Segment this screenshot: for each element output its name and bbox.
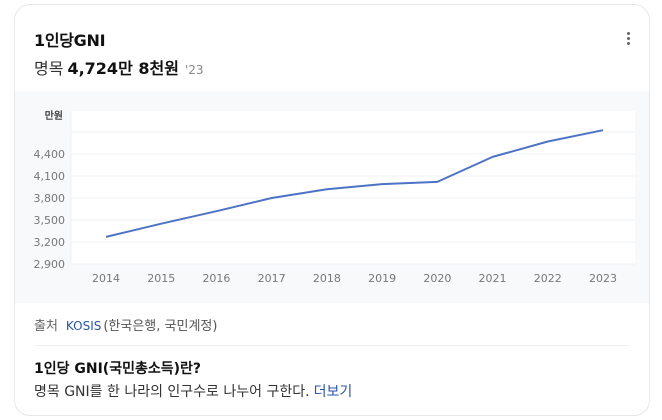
more-options-button[interactable] — [621, 30, 635, 46]
y-tick-label: 3,500 — [34, 214, 66, 227]
x-tick-label: 2022 — [534, 272, 562, 285]
definition-text-line: 명목 GNI를 한 나라의 인구수로 나누어 구한다. 더보기 — [34, 381, 352, 401]
y-unit-label: 만원 — [45, 109, 63, 122]
x-tick-label: 2017 — [258, 272, 286, 285]
more-vertical-icon — [626, 31, 630, 35]
definition-text: 명목 GNI를 한 나라의 인구수로 나누어 구한다. — [34, 384, 310, 400]
gni-card: 1인당GNI 명목 4,724만 8천원 '23 2,900 3,200 3,500 3,… — [14, 4, 650, 416]
value-year: '23 — [184, 63, 204, 77]
value-label: 명목 — [34, 59, 64, 78]
y-tick-label: 2,900 — [34, 258, 66, 271]
x-tick-label: 2018 — [313, 272, 341, 285]
x-tick-label: 2016 — [202, 272, 230, 285]
headline-value: 명목 4,724만 8천원 '23 — [34, 55, 204, 79]
line-chart: 2,900 3,200 3,500 3,800 4,100 4,400 만원 2014 2015… — [15, 91, 649, 303]
y-tick-label: 4,100 — [34, 170, 66, 183]
x-tick-label: 2020 — [423, 272, 451, 285]
source-line: 출처 KOSIS (한국은행, 국민계정) — [34, 315, 217, 334]
y-tick-label: 3,200 — [34, 236, 66, 249]
more-vertical-icon-dot — [626, 41, 630, 45]
divider — [34, 345, 630, 346]
y-tick-label: 3,800 — [34, 192, 66, 205]
x-tick-label: 2021 — [479, 272, 507, 285]
definition-title: 1인당 GNI(국민총소득)란? — [34, 361, 201, 377]
x-tick-label: 2023 — [589, 272, 617, 285]
source-detail: (한국은행, 국민계정) — [103, 319, 218, 334]
x-tick-label: 2014 — [92, 272, 120, 285]
series-line[interactable] — [105, 129, 604, 238]
card-title: 1인당GNI — [34, 31, 106, 50]
gni-value: 4,724만 8천원 — [67, 59, 179, 78]
source-link-kosis[interactable]: KOSIS — [65, 319, 102, 333]
x-tick-label: 2015 — [147, 272, 175, 285]
read-more-link[interactable]: 더보기 — [313, 384, 353, 400]
chart-svg: 2,900 3,200 3,500 3,800 4,100 4,400 만원 2014 2015… — [34, 109, 635, 285]
x-tick-label: 2019 — [368, 272, 396, 285]
y-tick-label: 4,400 — [34, 148, 66, 161]
more-vertical-icon-dot — [626, 36, 630, 40]
source-label: 출처 — [34, 319, 58, 334]
